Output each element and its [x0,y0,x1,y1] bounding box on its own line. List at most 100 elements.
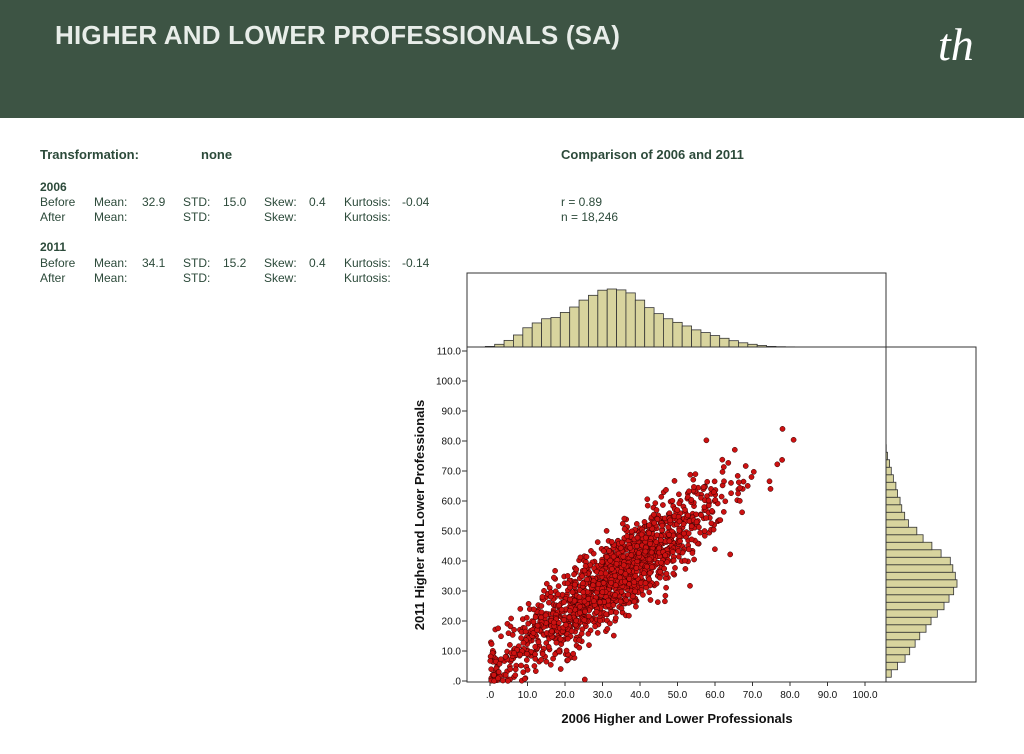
histogram-bar [653,313,664,348]
scatter-point [612,582,619,589]
scatter-point [689,550,696,556]
histogram-bar [884,564,954,573]
x-axis-ticks: .0 10.0 20.0 30.0 40.0 50.0 60.0 70.0 80.0 90.0 10… [486,682,878,701]
y-tick-label: 70.0 [442,467,462,478]
histogram-bar [884,526,918,536]
scatter-point [500,677,506,684]
scatter-point [654,599,661,605]
scatter-point [670,557,677,564]
scatter-point [641,570,647,577]
scatter-point [488,666,495,673]
histogram-bar [884,541,933,551]
histogram-bar [884,481,897,491]
scatter-point [524,667,531,673]
scatter-point [660,502,666,508]
histogram-bar [884,609,938,618]
page-title: HIGHER AND LOWER PROFESSIONALS (SA) [55,20,621,50]
scatter-point [552,567,558,574]
scatter-point [677,538,683,544]
scatter-point [684,512,691,519]
scatter-point [532,656,539,662]
scatter-point [662,552,669,559]
scatter-point [541,587,547,594]
scatter-point [603,528,610,534]
y-tick-label: 100.0 [436,377,461,388]
scatter-point [701,532,708,539]
scatter-point [642,548,649,555]
scatter-point [676,500,683,507]
year-2006-label: 2006 [40,180,67,194]
scatter-point [669,497,676,504]
scatter-point [555,583,562,589]
scatter-point [649,564,655,570]
scatter-point [599,589,606,595]
scatter-point [720,464,727,470]
scatter-point [676,527,683,534]
y-tick-label: 20.0 [442,617,462,628]
histogram-bar [884,496,901,506]
histogram-bar [884,489,898,498]
scatter-point [505,678,511,684]
skew-label: Skew: [264,256,297,270]
scatter-point [523,614,530,621]
histogram-bar [541,318,552,348]
scatter-point [640,592,646,598]
scatter-point [577,554,584,561]
scatter-point [680,521,687,528]
scatter-point [646,589,653,596]
scatter-point [635,550,642,556]
correlation-text: r = 0.89 [561,195,603,209]
comparison-title: Comparison of 2006 and 2011 [561,147,744,162]
histogram-bar [719,337,730,348]
scatter-point [609,566,615,572]
histogram-bar [884,579,958,588]
scatter-point [543,580,550,587]
scatter-point [671,478,678,484]
histogram-bar [681,325,692,348]
scatter-point [644,502,651,509]
x-tick-label: 30.0 [593,690,613,701]
scatter-point [539,594,546,600]
scatter-point [581,567,588,574]
scatter-point [658,559,665,566]
histogram-bar [625,292,636,348]
scatter-point [626,575,633,582]
scatter-point [654,516,661,522]
header-bar: HIGHER AND LOWER PROFESSIONALS (SA) th [0,0,1024,118]
histogram-bar [884,534,924,543]
scatter-point [576,609,583,616]
scatter-point [708,520,715,527]
scatter-point [551,574,557,581]
marginal-x-histogram [484,288,824,348]
kurtosis-label: Kurtosis: [344,256,391,270]
x-tick-label: 90.0 [818,690,838,701]
scatter-point [590,582,596,589]
scatter-point [674,507,681,513]
scatter-point [631,598,638,605]
scatter-point [556,602,562,609]
logo: th [938,22,974,68]
scatter-point [612,615,619,621]
scatter-point [512,672,519,679]
scatter-point [567,596,573,603]
scatter-point [621,515,628,522]
scatter-point [686,488,692,495]
histogram-bar [606,288,617,348]
scatter-point [524,650,530,657]
scatter-point [496,660,503,667]
scatter-point [652,500,659,506]
scatter-point [603,554,610,560]
scatter-point [530,618,537,625]
scatter-point [586,642,592,648]
histogram-bar [728,340,739,348]
scatter-point [600,548,607,554]
scatter-point [712,497,719,503]
scatter-point [675,548,682,554]
skew-value: 0.4 [309,195,326,209]
scatter-point [718,493,725,500]
scatter-point [719,456,726,463]
histogram-bar [884,511,906,521]
scatter-point [495,675,501,682]
scatter-point [525,600,532,607]
y-tick-label: 60.0 [442,497,462,508]
